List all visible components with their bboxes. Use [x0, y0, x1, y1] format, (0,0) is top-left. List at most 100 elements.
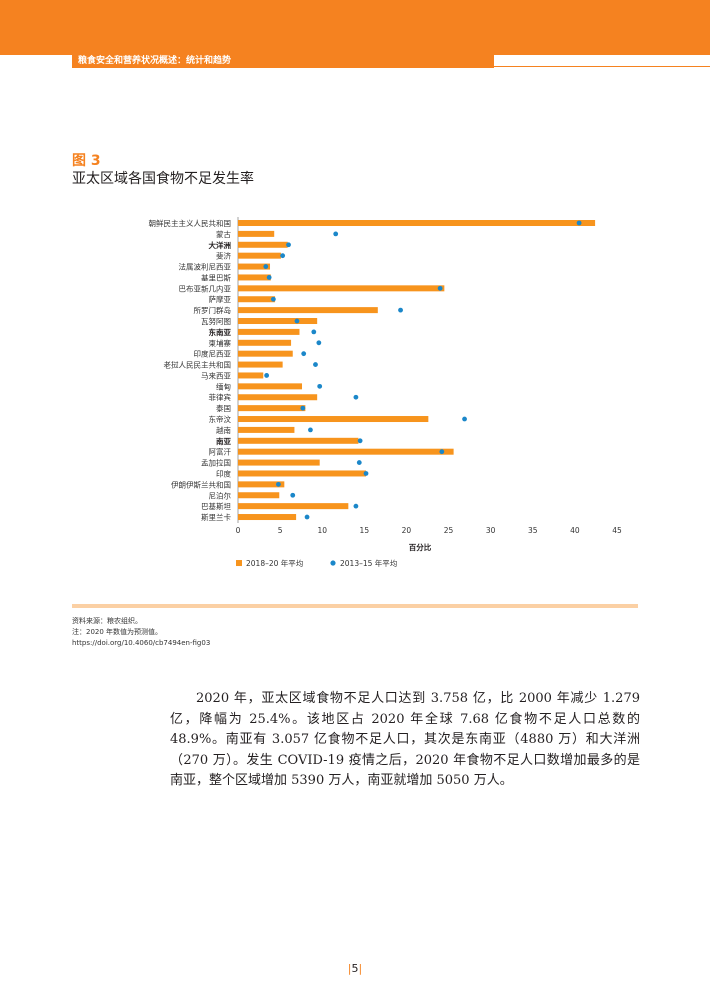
dot-2013-15	[286, 242, 291, 248]
dot-2013-15	[270, 296, 276, 302]
dot-2013-15	[304, 514, 310, 520]
legend-label-bar: 2018–20 年平均	[246, 558, 303, 568]
page-number-value: 5	[351, 962, 359, 975]
x-tick-label: 0	[236, 526, 241, 535]
legend-swatch-dot	[330, 560, 336, 566]
bar	[238, 394, 318, 401]
doi-link[interactable]: https://doi.org/10.4060/cb7494en-fig03	[72, 639, 211, 647]
category-label: 所罗门群岛	[194, 305, 232, 315]
figure-label: 图 3	[72, 153, 101, 169]
dot-2013-15	[333, 231, 339, 237]
dot-2013-15	[317, 383, 323, 389]
bar	[238, 459, 320, 466]
note-line: 注：2020 年数值为预测值。	[72, 628, 163, 636]
x-tick-label: 10	[317, 526, 327, 535]
undernourishment-bar-chart: 朝鲜民主主义人民共和国蒙古大洋洲斐济法属波利尼西亚基里巴斯巴布亚新几内亚萨摩亚所…	[149, 217, 622, 568]
category-label: 朝鲜民主主义人民共和国	[149, 218, 232, 228]
category-label: 东南亚	[209, 327, 232, 337]
bar	[238, 230, 275, 237]
dot-2013-15	[294, 318, 300, 324]
bar	[238, 307, 378, 314]
dot-2013-15	[308, 427, 313, 433]
category-label: 阿富汗	[209, 447, 232, 457]
dot-2013-15	[353, 394, 359, 400]
bar	[238, 481, 285, 488]
category-label: 大洋洲	[209, 240, 232, 250]
bar	[238, 448, 454, 455]
category-label: 蒙古	[216, 229, 231, 239]
x-tick-label: 15	[360, 526, 370, 535]
x-tick-label: 45	[612, 526, 622, 535]
dot-2013-15	[316, 340, 322, 346]
bar	[238, 263, 271, 270]
category-label: 印度	[216, 468, 231, 478]
category-label: 缅甸	[216, 381, 231, 391]
bar	[238, 514, 297, 521]
dot-2013-15	[263, 264, 269, 269]
category-label: 尼泊尔	[209, 490, 232, 500]
body-paragraph: 2020 年，亚太区域食物不足人口达到 3.758 亿，比 2000 年减少 1…	[170, 691, 640, 788]
category-label: 南亚	[216, 436, 231, 446]
bar	[238, 350, 293, 357]
category-label: 马来西亚	[201, 371, 231, 380]
bar	[238, 241, 288, 248]
bar	[238, 383, 303, 390]
dot-2013-15	[462, 416, 467, 422]
dot-2013-15	[280, 253, 286, 259]
dot-2013-15	[576, 220, 582, 226]
bar	[238, 252, 281, 259]
dot-2013-15	[264, 373, 270, 378]
bar	[238, 328, 300, 335]
bar	[238, 274, 271, 281]
body-paragraph-block: 2020 年，亚太区域食物不足人口达到 3.758 亿，比 2000 年减少 1…	[170, 689, 640, 792]
x-axis-title: 百分比	[409, 542, 432, 552]
source-line: 资料来源：粮农组织。	[72, 617, 142, 625]
bar	[238, 416, 429, 423]
dot-2013-15	[301, 351, 307, 357]
x-tick-label: 25	[444, 526, 454, 535]
dot-2013-15	[357, 438, 363, 444]
x-tick-label: 30	[486, 526, 496, 535]
figure-title: 亚太区域各国食物不足发生率	[72, 171, 254, 187]
bar	[238, 405, 306, 412]
bar	[238, 361, 283, 368]
category-label: 东帝汶	[209, 414, 232, 424]
dot-2013-15	[311, 329, 317, 335]
category-label: 柬埔寨	[209, 338, 232, 348]
legend-swatch-bar	[236, 560, 242, 567]
source-notes: 资料来源：粮农组织。 注：2020 年数值为预测值。 https://doi.o…	[72, 616, 210, 649]
running-header-rule	[494, 66, 710, 67]
source-divider	[72, 604, 638, 608]
category-label: 基里巴斯	[201, 272, 231, 282]
bar	[238, 503, 349, 510]
bar	[238, 492, 280, 499]
dot-2013-15	[313, 362, 318, 367]
category-label: 斯里兰卡	[201, 512, 231, 522]
category-label: 法属波利尼西亚	[179, 262, 232, 272]
x-tick-label: 40	[570, 526, 580, 535]
bar	[238, 318, 318, 325]
bar	[238, 426, 295, 433]
dot-2013-15	[276, 481, 281, 487]
bar	[238, 296, 276, 303]
category-label: 巴布亚新几内亚	[179, 283, 232, 293]
legend-label-dot: 2013–15 年平均	[340, 558, 397, 568]
dot-2013-15	[439, 449, 445, 455]
category-label: 印度尼西亚	[194, 349, 232, 359]
category-label: 斐济	[216, 251, 231, 261]
dot-2013-15	[300, 405, 306, 411]
dot-2013-15	[398, 307, 403, 313]
category-label: 菲律宾	[209, 392, 232, 402]
x-tick-label: 20	[402, 526, 412, 535]
bar	[238, 437, 359, 444]
category-label: 瓦努阿图	[201, 316, 231, 326]
dot-2013-15	[353, 503, 359, 509]
dot-2013-15	[437, 285, 443, 291]
category-label: 孟加拉国	[201, 458, 231, 468]
x-tick-label: 5	[278, 526, 283, 535]
running-header-band	[72, 55, 494, 68]
bar	[238, 339, 292, 346]
top-banner	[0, 0, 710, 55]
category-label: 巴基斯坦	[201, 501, 231, 511]
bar	[238, 372, 264, 379]
